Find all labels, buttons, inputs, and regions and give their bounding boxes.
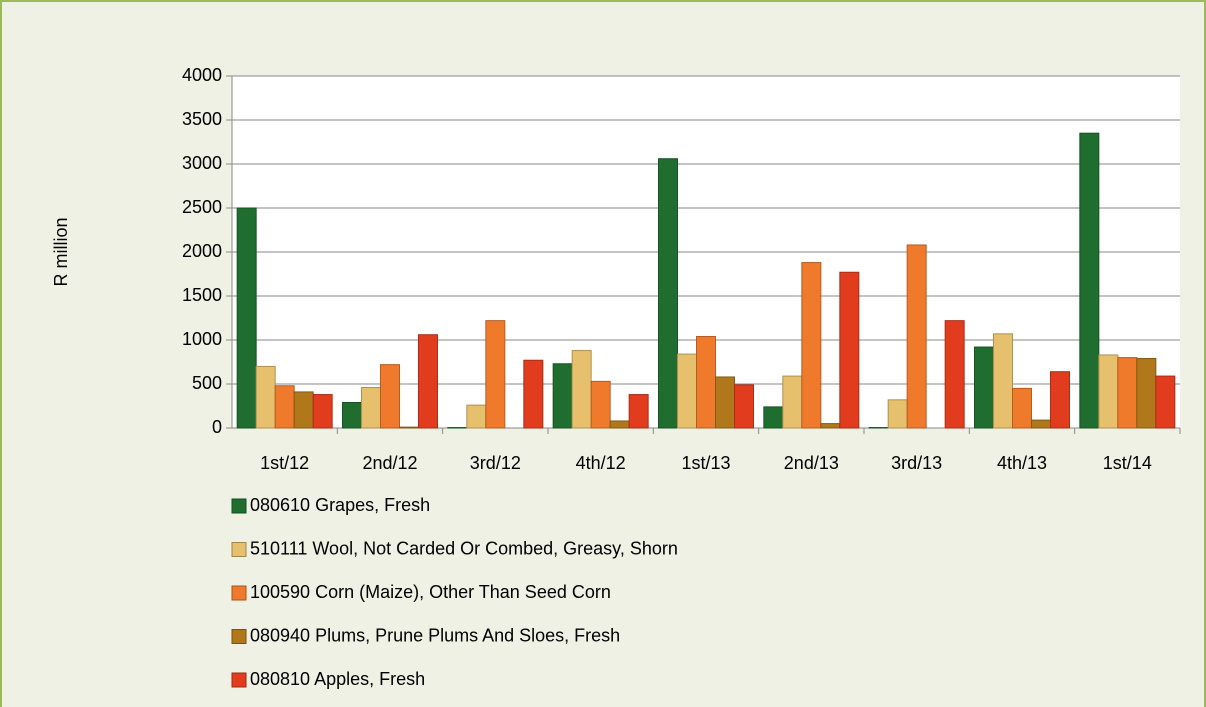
bar <box>485 320 506 429</box>
bar <box>552 363 573 429</box>
bar <box>1079 132 1100 429</box>
bar <box>801 262 822 429</box>
y-tick-label: 1000 <box>182 329 222 349</box>
bar <box>820 423 841 429</box>
bar <box>342 401 362 429</box>
bar <box>380 364 400 429</box>
bar <box>418 334 438 429</box>
y-tick-label: 4000 <box>182 65 222 85</box>
legend-swatch <box>231 672 247 688</box>
y-axis-label: R million <box>51 217 71 286</box>
legend-swatch <box>231 585 247 601</box>
bar <box>1136 357 1157 429</box>
y-tick-label: 2500 <box>182 197 222 217</box>
bar <box>236 207 257 429</box>
bar <box>1031 419 1051 429</box>
x-tick-label: 4th/13 <box>997 453 1047 473</box>
legend-label: 100590 Corn (Maize), Other Than Seed Cor… <box>250 582 611 602</box>
y-tick-label: 2000 <box>182 241 222 261</box>
x-tick-label: 3rd/12 <box>470 453 521 473</box>
bar <box>658 158 678 429</box>
x-tick-label: 1st/14 <box>1103 453 1152 473</box>
bar <box>609 420 630 429</box>
bar <box>782 375 803 429</box>
x-tick-label: 2nd/12 <box>362 453 417 473</box>
legend-label: 080940 Plums, Prune Plums And Sloes, Fre… <box>250 625 620 645</box>
bar <box>312 394 333 429</box>
bar <box>1012 387 1032 429</box>
bar <box>274 385 295 429</box>
bar <box>696 335 716 429</box>
legend-swatch <box>231 629 247 644</box>
y-tick-label: 3500 <box>182 109 222 129</box>
bar <box>944 320 965 429</box>
bar <box>1050 371 1070 429</box>
bar <box>715 376 735 429</box>
bar <box>677 353 697 429</box>
bar <box>1098 354 1119 429</box>
bar <box>734 384 754 429</box>
bar <box>361 387 381 429</box>
bar <box>523 359 544 429</box>
x-tick-label: 2nd/13 <box>784 453 839 473</box>
x-tick-label: 1st/12 <box>260 453 309 473</box>
bar <box>571 350 592 429</box>
bar <box>993 333 1013 429</box>
x-tick-label: 4th/12 <box>576 453 626 473</box>
legend-label: 080810 Apples, Fresh <box>250 669 425 689</box>
bar <box>399 426 419 429</box>
bar <box>466 404 487 429</box>
y-tick-label: 3000 <box>182 153 222 173</box>
bar <box>839 271 860 429</box>
bar <box>255 365 276 429</box>
y-tick-label: 1500 <box>182 285 222 305</box>
x-tick-label: 3rd/13 <box>891 453 942 473</box>
bar <box>887 399 908 429</box>
bar <box>763 406 784 429</box>
y-tick-label: 0 <box>212 417 222 437</box>
bar <box>906 244 927 429</box>
bar <box>1155 375 1176 429</box>
legend-swatch <box>231 498 247 514</box>
bar <box>293 391 314 429</box>
legend-swatch <box>231 542 247 557</box>
legend-label: 510111 Wool, Not Carded Or Combed, Greas… <box>250 538 678 558</box>
bar <box>628 394 649 429</box>
bar <box>974 346 994 429</box>
legend-label: 080610 Grapes, Fresh <box>250 495 430 515</box>
y-tick-label: 500 <box>192 373 222 393</box>
bar <box>590 380 611 429</box>
x-tick-label: 1st/13 <box>681 453 730 473</box>
bar <box>1117 357 1138 429</box>
